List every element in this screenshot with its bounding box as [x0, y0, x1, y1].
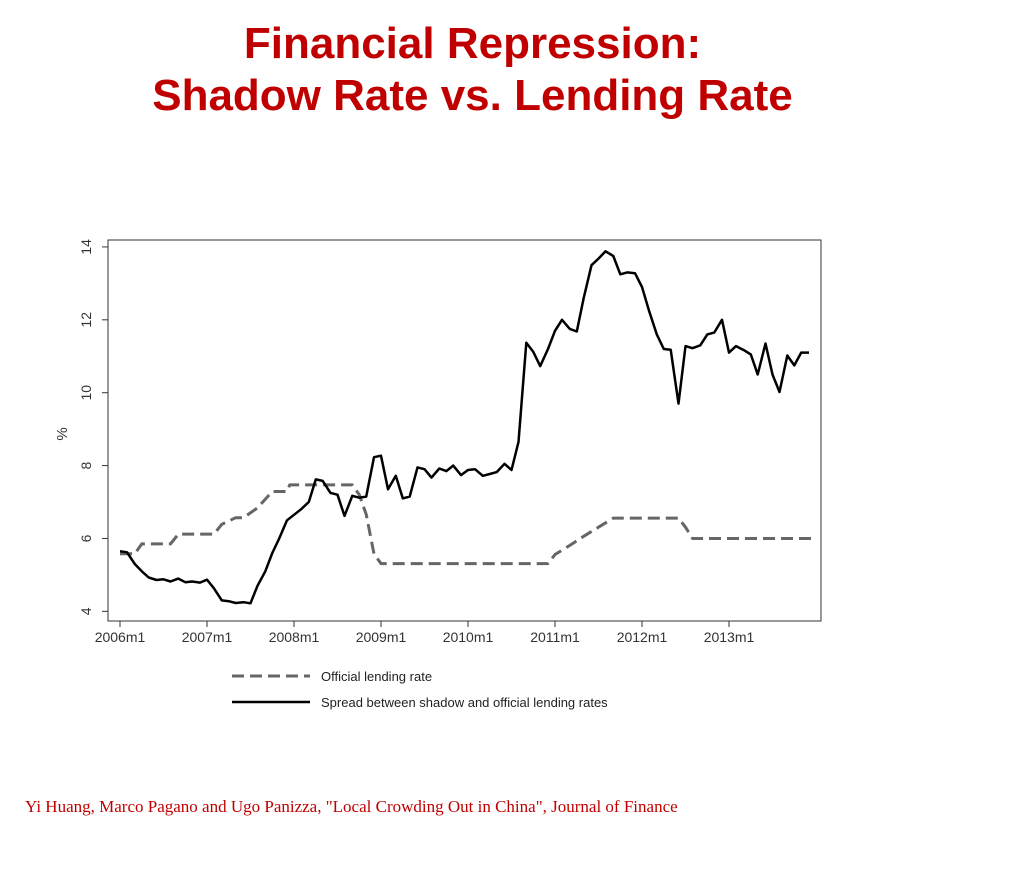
x-tick-label: 2006m1: [95, 629, 146, 645]
y-tick-label: 10: [78, 385, 94, 401]
legend: Official lending rate Spread between shad…: [232, 669, 608, 710]
x-axis: 2006m1 2007m1 2008m1 2009m1 2010m1 2011m1 2012…: [95, 621, 755, 645]
y-tick-label: 6: [78, 534, 94, 542]
y-axis: 4 6 8 10 12 14: [78, 239, 108, 615]
y-tick-label: 8: [78, 461, 94, 469]
x-tick-label: 2008m1: [269, 629, 320, 645]
y-tick-label: 14: [78, 239, 94, 255]
slide-title: Financial Repression: Shadow Rate vs. Le…: [0, 18, 945, 122]
x-tick-label: 2011m1: [530, 629, 580, 645]
series-spread: [119, 250, 809, 605]
legend-label: Spread between shadow and official lendi…: [321, 695, 608, 710]
y-tick-label: 12: [78, 312, 94, 328]
plot-frame: [107, 239, 822, 622]
x-tick-label: 2009m1: [356, 629, 407, 645]
series-layer: [119, 250, 816, 605]
series-official-lending-rate: [120, 483, 816, 566]
x-tick-label: 2012m1: [617, 629, 668, 645]
x-tick-label: 2013m1: [704, 629, 755, 645]
y-axis-label: %: [54, 427, 71, 440]
legend-label: Official lending rate: [321, 669, 432, 684]
x-tick-label: 2010m1: [443, 629, 494, 645]
slide-title-line2: Shadow Rate vs. Lending Rate: [152, 71, 793, 120]
slide-title-line1: Financial Repression:: [243, 19, 702, 68]
x-tick-label: 2007m1: [182, 629, 233, 645]
citation: Yi Huang, Marco Pagano and Ugo Panizza, …: [25, 797, 678, 816]
y-tick-label: 4: [78, 607, 94, 615]
